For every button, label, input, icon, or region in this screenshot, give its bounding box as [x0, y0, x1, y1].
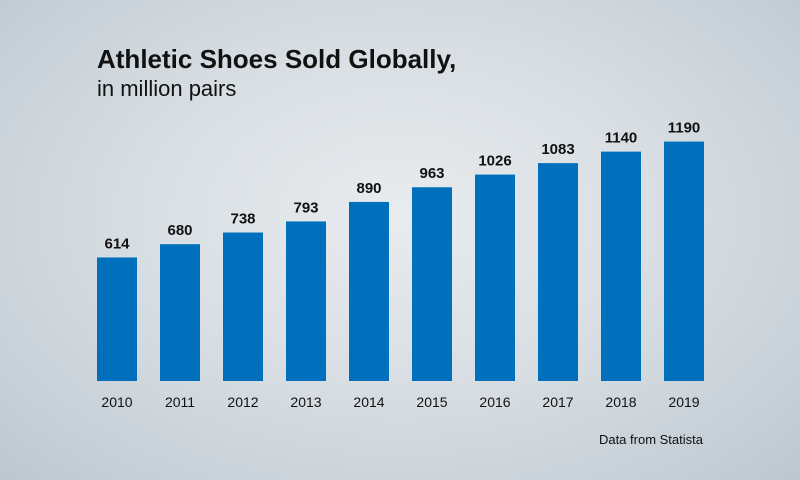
data-label-2014: 890 — [356, 180, 381, 197]
data-label-2016: 1026 — [478, 153, 511, 170]
tick-label-2016: 2016 — [479, 394, 510, 410]
bar-2019 — [664, 141, 704, 381]
source-note: Data from Statista — [598, 432, 703, 447]
bar-2018 — [601, 151, 641, 381]
data-label-2010: 614 — [104, 235, 130, 252]
chart-subtitle: in million pairs — [97, 76, 237, 101]
tick-label-2010: 2010 — [101, 394, 132, 410]
bar-2012 — [223, 232, 263, 381]
data-label-2011: 680 — [167, 222, 192, 239]
bar-2014 — [349, 201, 389, 381]
data-label-2013: 793 — [293, 199, 318, 216]
bar-2016 — [475, 174, 515, 381]
tick-label-2014: 2014 — [353, 394, 384, 410]
data-label-2019: 1190 — [668, 120, 701, 137]
tick-label-2013: 2013 — [290, 394, 321, 410]
bar-2011 — [160, 244, 200, 381]
data-label-2017: 1083 — [541, 141, 574, 158]
bar-2013 — [286, 221, 326, 381]
bar-2010 — [97, 257, 137, 381]
data-label-2018: 1140 — [605, 130, 638, 147]
tick-label-2015: 2015 — [416, 394, 447, 410]
chart-title: Athletic Shoes Sold Globally, — [97, 44, 457, 74]
tick-label-2017: 2017 — [542, 394, 573, 410]
data-label-2012: 738 — [230, 211, 255, 228]
tick-label-2011: 2011 — [165, 394, 195, 410]
tick-label-2012: 2012 — [227, 394, 258, 410]
bar-2017 — [538, 163, 578, 381]
tick-label-2019: 2019 — [668, 394, 699, 410]
tick-label-2018: 2018 — [605, 394, 636, 410]
bar-2015 — [412, 187, 452, 381]
data-label-2015: 963 — [419, 165, 444, 182]
